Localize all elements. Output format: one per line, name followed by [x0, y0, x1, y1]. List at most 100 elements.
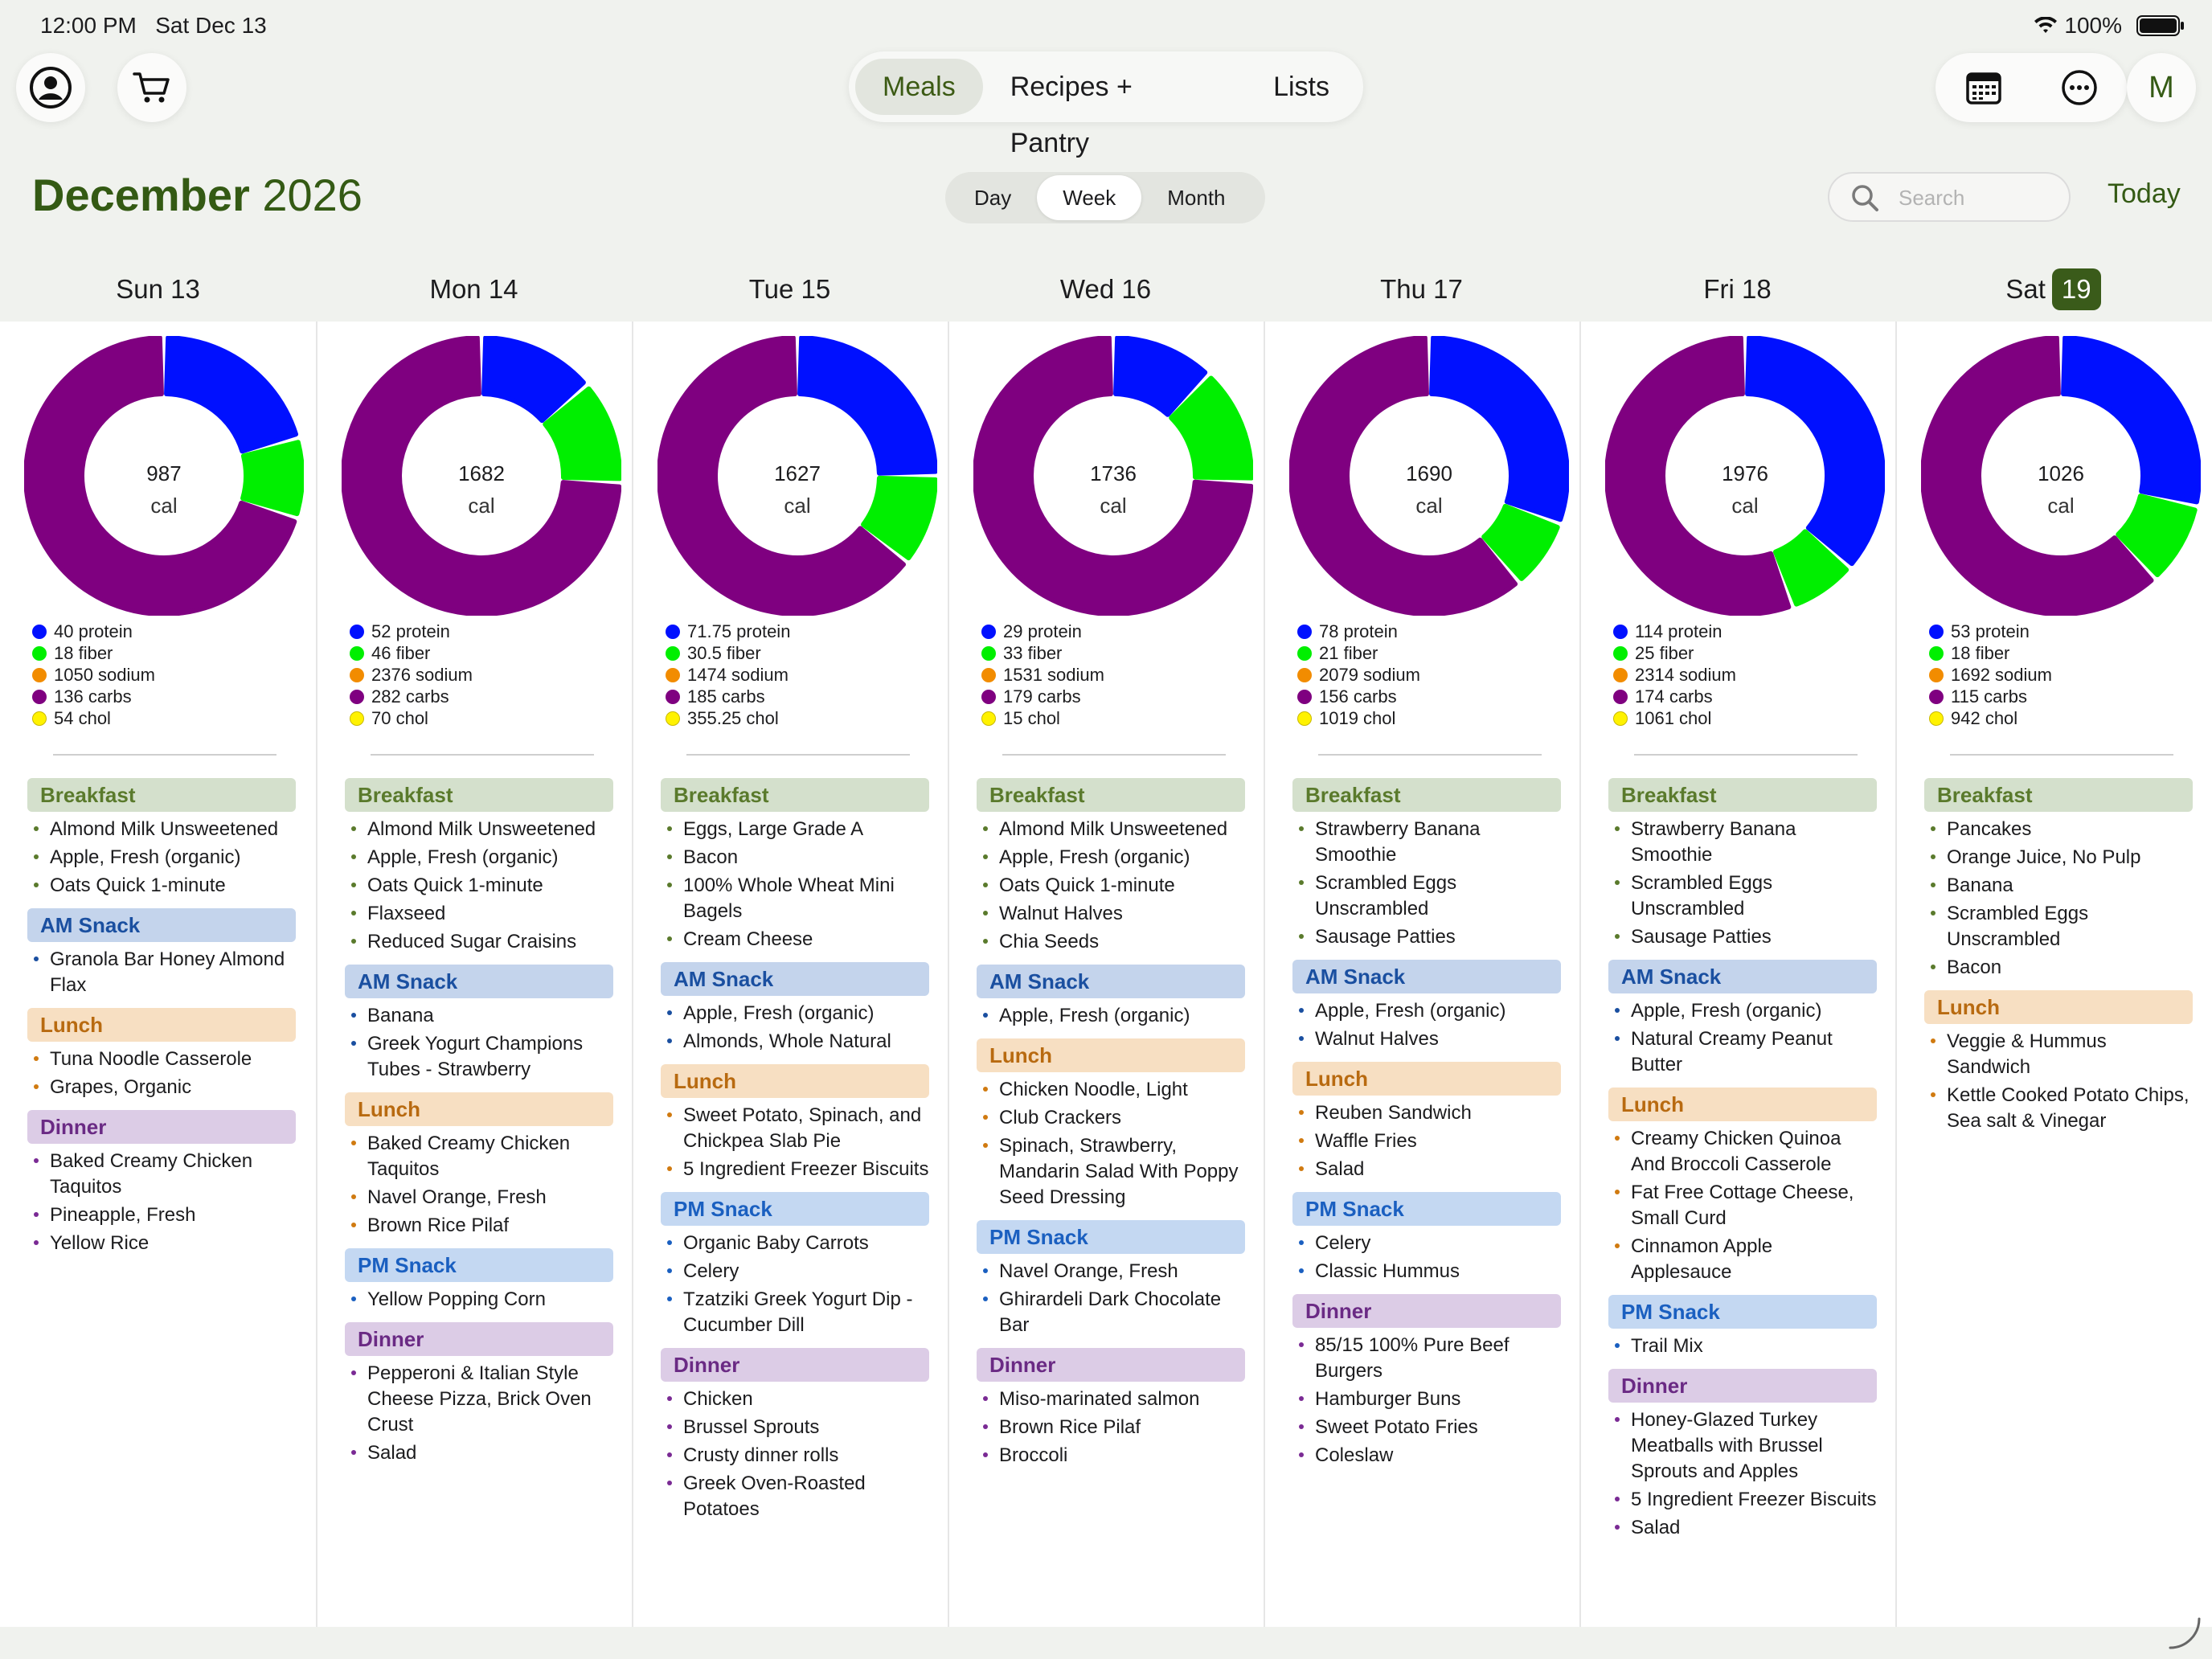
meal-header-am-snack[interactable]: AM Snack: [1608, 960, 1877, 993]
meal-item[interactable]: Grapes, Organic: [27, 1075, 296, 1100]
meal-header-breakfast[interactable]: Breakfast: [977, 778, 1245, 812]
meal-header-dinner[interactable]: Dinner: [345, 1322, 613, 1356]
meal-header-dinner[interactable]: Dinner: [977, 1348, 1245, 1382]
meal-item[interactable]: Strawberry Banana Smoothie: [1292, 817, 1561, 868]
meal-item[interactable]: Baked Creamy Chicken Taquitos: [345, 1131, 613, 1182]
meal-item[interactable]: Navel Orange, Fresh: [977, 1259, 1245, 1284]
day-header-2[interactable]: Tue 15: [632, 264, 948, 315]
meal-header-breakfast[interactable]: Breakfast: [1292, 778, 1561, 812]
meal-item[interactable]: Almond Milk Unsweetened: [977, 817, 1245, 842]
calorie-ring[interactable]: 1627 cal: [657, 335, 938, 616]
meal-item[interactable]: Yellow Rice: [27, 1231, 296, 1256]
meal-item[interactable]: Crusty dinner rolls: [661, 1443, 929, 1469]
meal-item[interactable]: Brown Rice Pilaf: [977, 1415, 1245, 1440]
more-options-icon[interactable]: [2061, 69, 2098, 106]
meal-item[interactable]: Cream Cheese: [661, 927, 929, 952]
meal-item[interactable]: Scrambled Eggs Unscrambled: [1608, 870, 1877, 922]
account-avatar[interactable]: M: [2127, 53, 2196, 122]
meal-item[interactable]: Salad: [345, 1440, 613, 1466]
day-header-4[interactable]: Thu 17: [1264, 264, 1579, 315]
meal-item[interactable]: Bacon: [661, 845, 929, 870]
meal-item[interactable]: Organic Baby Carrots: [661, 1231, 929, 1256]
meal-item[interactable]: Kettle Cooked Potato Chips, Sea salt & V…: [1924, 1083, 2193, 1134]
meal-item[interactable]: Baked Creamy Chicken Taquitos: [27, 1149, 296, 1200]
meal-item[interactable]: Yellow Popping Corn: [345, 1287, 613, 1313]
meal-item[interactable]: Brussel Sprouts: [661, 1415, 929, 1440]
meal-item[interactable]: Apple, Fresh (organic): [977, 1003, 1245, 1029]
meal-item[interactable]: Eggs, Large Grade A: [661, 817, 929, 842]
meal-item[interactable]: Walnut Halves: [977, 901, 1245, 927]
meal-item[interactable]: Almond Milk Unsweetened: [27, 817, 296, 842]
meal-item[interactable]: Hamburger Buns: [1292, 1387, 1561, 1412]
meal-item[interactable]: Bacon: [1924, 955, 2193, 981]
meal-item[interactable]: Sausage Patties: [1608, 924, 1877, 950]
meal-item[interactable]: Chicken: [661, 1387, 929, 1412]
meal-item[interactable]: Strawberry Banana Smoothie: [1608, 817, 1877, 868]
meal-item[interactable]: Apple, Fresh (organic): [1292, 998, 1561, 1024]
meal-item[interactable]: Classic Hummus: [1292, 1259, 1561, 1284]
meal-header-pm-snack[interactable]: PM Snack: [977, 1220, 1245, 1254]
tab-lists[interactable]: Lists: [1273, 72, 1329, 102]
day-header-6[interactable]: Sat 19: [1895, 264, 2211, 315]
tab-week[interactable]: Week: [1037, 175, 1142, 220]
meal-item[interactable]: Apple, Fresh (organic): [345, 845, 613, 870]
meal-item[interactable]: Pepperoni & Italian Style Cheese Pizza, …: [345, 1361, 613, 1438]
meal-item[interactable]: Orange Juice, No Pulp: [1924, 845, 2193, 870]
meal-item[interactable]: Greek Yogurt Champions Tubes - Strawberr…: [345, 1031, 613, 1083]
meal-item[interactable]: Reuben Sandwich: [1292, 1100, 1561, 1126]
meal-item[interactable]: 100% Whole Wheat Mini Bagels: [661, 873, 929, 924]
meal-header-lunch[interactable]: Lunch: [661, 1064, 929, 1098]
calorie-ring[interactable]: 1976 cal: [1604, 335, 1886, 616]
meal-item[interactable]: Salad: [1292, 1157, 1561, 1182]
meal-item[interactable]: Sweet Potato Fries: [1292, 1415, 1561, 1440]
meal-item[interactable]: Apple, Fresh (organic): [27, 845, 296, 870]
meal-item[interactable]: Chia Seeds: [977, 929, 1245, 955]
meal-item[interactable]: Waffle Fries: [1292, 1129, 1561, 1154]
meal-header-lunch[interactable]: Lunch: [1292, 1062, 1561, 1096]
meal-item[interactable]: Apple, Fresh (organic): [661, 1001, 929, 1026]
meal-item[interactable]: Broccoli: [977, 1443, 1245, 1469]
meal-header-breakfast[interactable]: Breakfast: [661, 778, 929, 812]
meal-item[interactable]: Honey-Glazed Turkey Meatballs with Bruss…: [1608, 1407, 1877, 1485]
meal-item[interactable]: Sweet Potato, Spinach, and Chickpea Slab…: [661, 1103, 929, 1154]
meal-header-dinner[interactable]: Dinner: [661, 1348, 929, 1382]
meal-header-breakfast[interactable]: Breakfast: [27, 778, 296, 812]
meal-header-breakfast[interactable]: Breakfast: [1924, 778, 2193, 812]
meal-item[interactable]: Tuna Noodle Casserole: [27, 1047, 296, 1072]
cart-button[interactable]: [117, 53, 186, 122]
meal-header-pm-snack[interactable]: PM Snack: [1608, 1295, 1877, 1329]
meal-item[interactable]: Club Crackers: [977, 1105, 1245, 1131]
meal-item[interactable]: Greek Oven-Roasted Potatoes: [661, 1471, 929, 1522]
meal-header-lunch[interactable]: Lunch: [1924, 990, 2193, 1024]
meal-item[interactable]: Fat Free Cottage Cheese, Small Curd: [1608, 1180, 1877, 1231]
meal-item[interactable]: Spinach, Strawberry, Mandarin Salad With…: [977, 1133, 1245, 1210]
meal-item[interactable]: Reduced Sugar Craisins: [345, 929, 613, 955]
profile-button[interactable]: [16, 53, 85, 122]
meal-header-dinner[interactable]: Dinner: [1608, 1369, 1877, 1403]
day-header-3[interactable]: Wed 16: [948, 264, 1264, 315]
meal-item[interactable]: Oats Quick 1-minute: [977, 873, 1245, 899]
meal-item[interactable]: Granola Bar Honey Almond Flax: [27, 947, 296, 998]
meal-item[interactable]: Ghirardeli Dark Chocolate Bar: [977, 1287, 1245, 1338]
today-button[interactable]: Today: [2108, 178, 2181, 209]
tab-recipes-pantry[interactable]: Recipes + Pantry: [1010, 72, 1133, 158]
meal-header-dinner[interactable]: Dinner: [1292, 1294, 1561, 1328]
meal-header-pm-snack[interactable]: PM Snack: [345, 1248, 613, 1282]
search-input[interactable]: [1897, 182, 2061, 214]
meal-header-am-snack[interactable]: AM Snack: [27, 908, 296, 942]
meal-header-am-snack[interactable]: AM Snack: [661, 962, 929, 996]
meal-item[interactable]: Cinnamon Apple Applesauce: [1608, 1234, 1877, 1285]
meal-header-lunch[interactable]: Lunch: [345, 1092, 613, 1126]
meal-item[interactable]: Miso-marinated salmon: [977, 1387, 1245, 1412]
meal-item[interactable]: Walnut Halves: [1292, 1026, 1561, 1052]
meal-item[interactable]: Apple, Fresh (organic): [1608, 998, 1877, 1024]
meal-item[interactable]: Banana: [1924, 873, 2193, 899]
meal-item[interactable]: Chicken Noodle, Light: [977, 1077, 1245, 1103]
tab-meals[interactable]: Meals: [855, 59, 983, 115]
meal-item[interactable]: Flaxseed: [345, 901, 613, 927]
meal-item[interactable]: Veggie & Hummus Sandwich: [1924, 1029, 2193, 1080]
meal-item[interactable]: Apple, Fresh (organic): [977, 845, 1245, 870]
meal-item[interactable]: Almonds, Whole Natural: [661, 1029, 929, 1055]
meal-item[interactable]: Almond Milk Unsweetened: [345, 817, 613, 842]
meal-item[interactable]: Natural Creamy Peanut Butter: [1608, 1026, 1877, 1078]
